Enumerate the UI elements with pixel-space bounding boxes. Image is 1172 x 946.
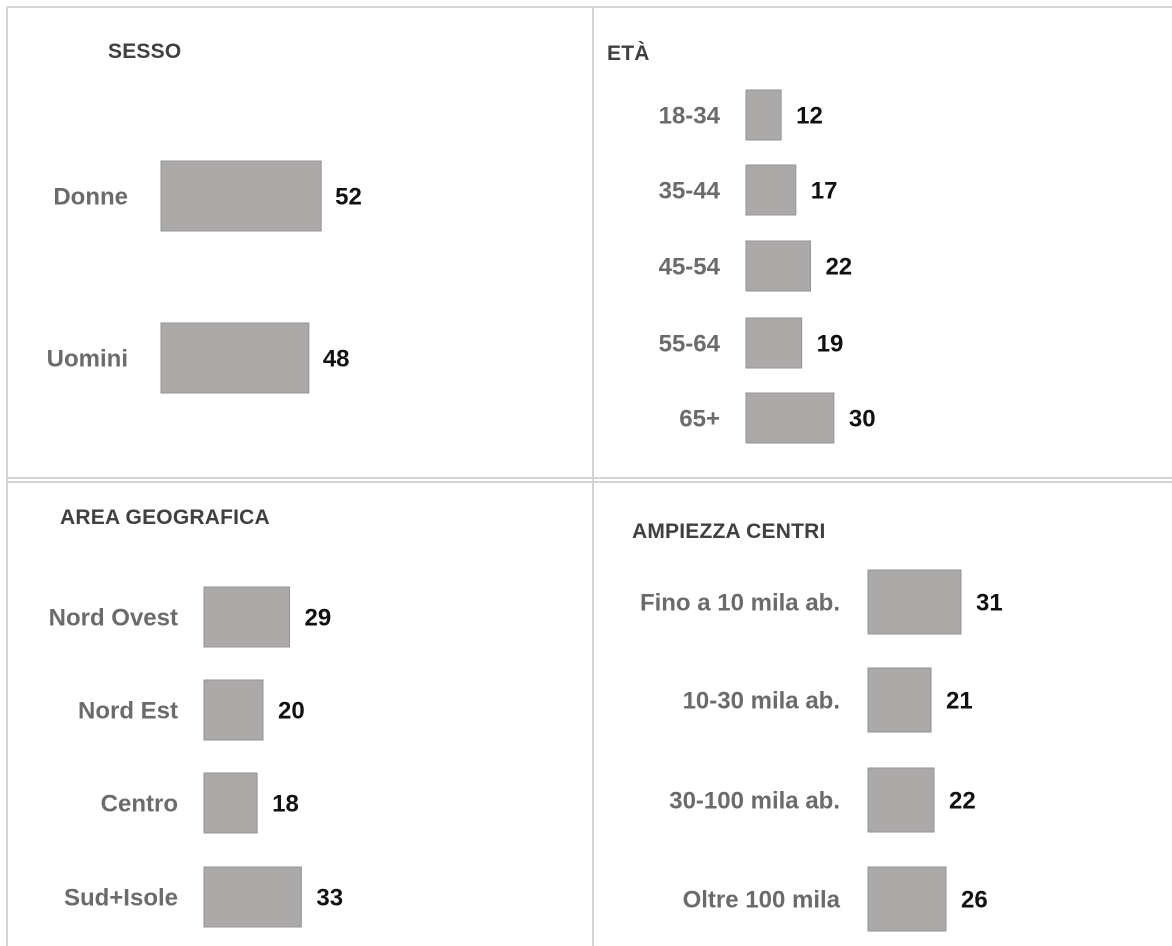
category-label: 30-100 mila ab. bbox=[669, 788, 840, 815]
category-label: Oltre 100 mila bbox=[683, 887, 841, 914]
category-label: 18-34 bbox=[659, 103, 721, 130]
bar bbox=[203, 679, 264, 741]
chart-title-area-geografica: AREA GEOGRAFICA bbox=[60, 506, 270, 529]
bar bbox=[745, 392, 835, 444]
bar bbox=[867, 667, 932, 733]
chart-title-sesso: SESSO bbox=[108, 40, 182, 63]
value-label: 52 bbox=[335, 184, 362, 211]
value-label: 21 bbox=[946, 688, 973, 715]
category-label: Uomini bbox=[47, 346, 128, 373]
category-label: Centro bbox=[101, 791, 178, 818]
value-label: 26 bbox=[961, 887, 988, 914]
category-label: 55-64 bbox=[659, 331, 721, 358]
bar bbox=[203, 586, 291, 648]
value-label: 22 bbox=[825, 254, 852, 281]
chart-title-ampiezza-centri: AMPIEZZA CENTRI bbox=[632, 520, 826, 543]
category-label: 65+ bbox=[679, 406, 720, 433]
value-label: 33 bbox=[316, 885, 343, 912]
category-label: Fino a 10 mila ab. bbox=[640, 590, 840, 617]
bar bbox=[867, 569, 962, 635]
category-label: Sud+Isole bbox=[64, 885, 178, 912]
bar bbox=[745, 240, 811, 292]
category-label: Nord Est bbox=[78, 698, 178, 725]
bar bbox=[745, 317, 803, 369]
bar bbox=[867, 866, 947, 932]
value-label: 12 bbox=[796, 103, 823, 130]
bar bbox=[160, 322, 310, 394]
value-label: 18 bbox=[272, 791, 299, 818]
bar bbox=[745, 164, 797, 216]
bar bbox=[745, 89, 782, 141]
bar bbox=[203, 772, 258, 834]
value-label: 31 bbox=[976, 590, 1003, 617]
category-label: Donne bbox=[53, 184, 128, 211]
bar bbox=[203, 866, 302, 928]
value-label: 30 bbox=[849, 406, 876, 433]
bar bbox=[160, 160, 322, 232]
category-label: 45-54 bbox=[659, 254, 721, 281]
category-label: 10-30 mila ab. bbox=[683, 688, 840, 715]
category-label: Nord Ovest bbox=[49, 605, 178, 632]
category-label: 35-44 bbox=[659, 178, 721, 205]
chart-title-eta: ETÀ bbox=[607, 42, 650, 65]
value-label: 22 bbox=[949, 788, 976, 815]
value-label: 29 bbox=[305, 605, 332, 632]
value-label: 20 bbox=[278, 698, 305, 725]
value-label: 17 bbox=[811, 178, 838, 205]
value-label: 19 bbox=[817, 331, 844, 358]
bar bbox=[867, 767, 935, 833]
value-label: 48 bbox=[323, 346, 350, 373]
